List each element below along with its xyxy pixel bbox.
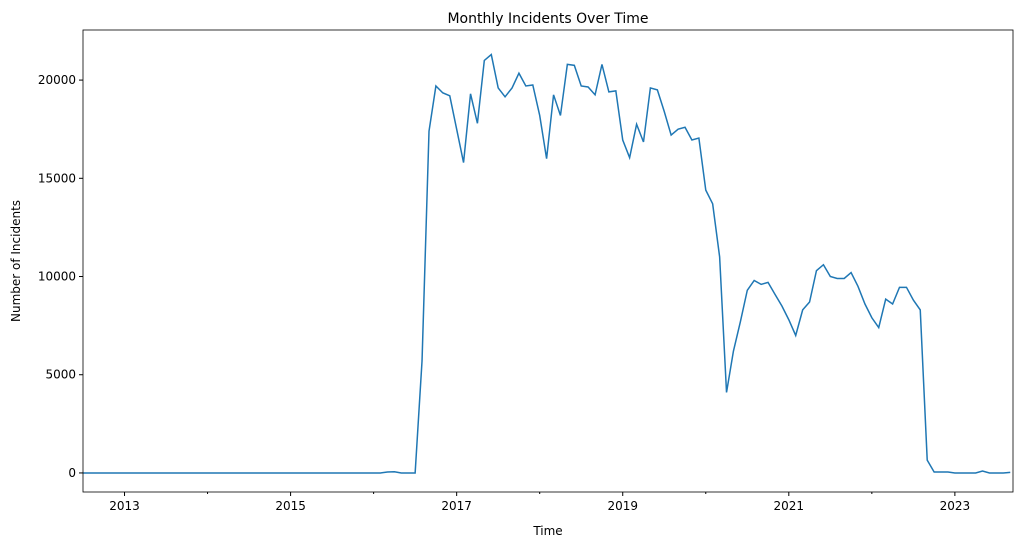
x-tick-label: 2015 (275, 499, 306, 513)
x-tick-label: 2021 (774, 499, 805, 513)
chart-title: Monthly Incidents Over Time (447, 11, 648, 27)
x-tick-label: 2023 (940, 499, 971, 513)
x-tick-label: 2017 (441, 499, 472, 513)
data-line (83, 53, 1011, 474)
y-tick-label: 10000 (38, 270, 76, 284)
y-tick-label: 15000 (38, 171, 76, 185)
x-tick-label: 2019 (607, 499, 638, 513)
x-tick-label: 2013 (109, 499, 140, 513)
y-axis-label: Number of Incidents (9, 200, 23, 322)
x-axis-label: Time (532, 524, 562, 538)
y-tick-label: 0 (68, 466, 76, 480)
plot-frame (82, 29, 1014, 493)
y-tick-label: 20000 (38, 73, 76, 87)
y-tick-label: 5000 (45, 368, 76, 382)
